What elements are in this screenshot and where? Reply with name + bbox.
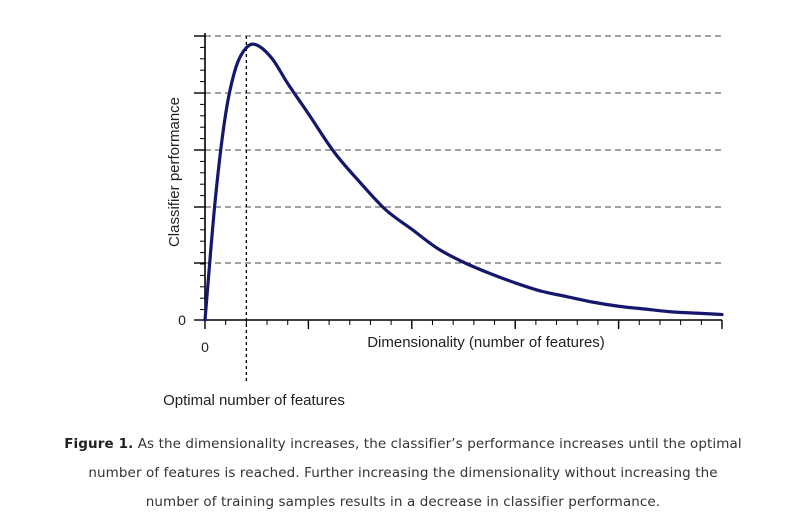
x-tick-label: 0 [201, 339, 209, 355]
y-tick-label: 0 [178, 312, 186, 328]
caption-label: Figure 1. [64, 436, 134, 452]
figure-caption: Figure 1. As the dimensionality increase… [60, 430, 746, 517]
caption-text: As the dimensionality increases, the cla… [88, 436, 742, 510]
performance-curve [203, 42, 724, 322]
y-axis-label: Classifier performance [166, 97, 183, 247]
optimal-features-annotation: Optimal number of features [163, 392, 345, 409]
grid-lines [195, 35, 722, 264]
x-axis-label: Dimensionality (number of features) [367, 334, 605, 351]
chart: Classifier performance 0 0 Dimensionalit… [163, 33, 724, 409]
axis-ticks [194, 35, 723, 329]
